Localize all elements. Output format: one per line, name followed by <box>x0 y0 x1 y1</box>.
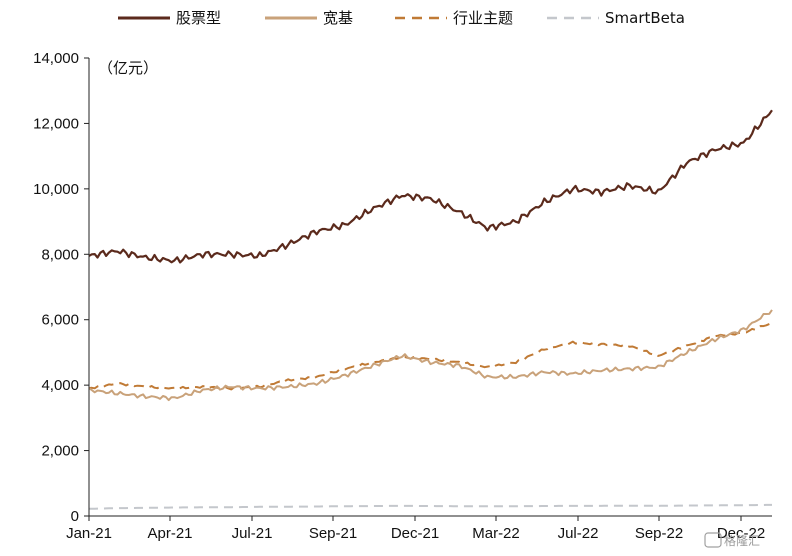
series-line-4 <box>88 503 772 510</box>
watermark-logo-icon <box>704 532 722 548</box>
y-tick-label: 12,000 <box>33 115 79 132</box>
x-axis-ticks: Jan-21 Apr-21 Jul-21 Sep-21 Dec-21 Mar-22 Jul-… <box>66 516 765 542</box>
legend-label-2: 宽基 <box>323 9 353 27</box>
x-tick-label: Sep-22 <box>635 525 683 542</box>
axes <box>88 58 772 517</box>
series-line-1 <box>88 109 773 264</box>
x-tick-label: Dec-21 <box>391 525 439 542</box>
unit-label: （亿元） <box>98 59 158 77</box>
x-tick-label: Jul-21 <box>232 525 273 542</box>
legend-label-3: 行业主题 <box>453 9 513 27</box>
series-line-2 <box>88 309 773 402</box>
legend: 股票型 宽基 行业主题 SmartBeta <box>118 9 685 27</box>
y-tick-label: 10,000 <box>33 181 79 198</box>
y-tick-label: 0 <box>71 508 79 525</box>
x-tick-label: Jul-22 <box>558 525 599 542</box>
watermark: 格隆汇 <box>704 532 760 548</box>
series-layer <box>88 109 773 510</box>
y-tick-label: 6,000 <box>41 312 79 329</box>
x-tick-label: Jan-21 <box>66 525 112 542</box>
y-tick-label: 8,000 <box>41 246 79 263</box>
y-tick-label: 14,000 <box>33 50 79 67</box>
legend-label-1: 股票型 <box>176 9 221 27</box>
x-tick-label: Mar-22 <box>472 525 520 542</box>
y-tick-label: 2,000 <box>41 443 79 460</box>
x-tick-label: Apr-21 <box>147 525 192 542</box>
legend-label-4: SmartBeta <box>605 9 685 27</box>
y-axis-ticks: 0 2,000 4,000 6,000 8,000 10,000 12,000 14,000 <box>33 50 89 525</box>
series-line-3 <box>88 322 773 391</box>
watermark-text: 格隆汇 <box>724 533 760 548</box>
y-tick-label: 4,000 <box>41 377 79 394</box>
x-tick-label: Dec-22 <box>717 525 765 542</box>
x-tick-label: Sep-21 <box>309 525 357 542</box>
